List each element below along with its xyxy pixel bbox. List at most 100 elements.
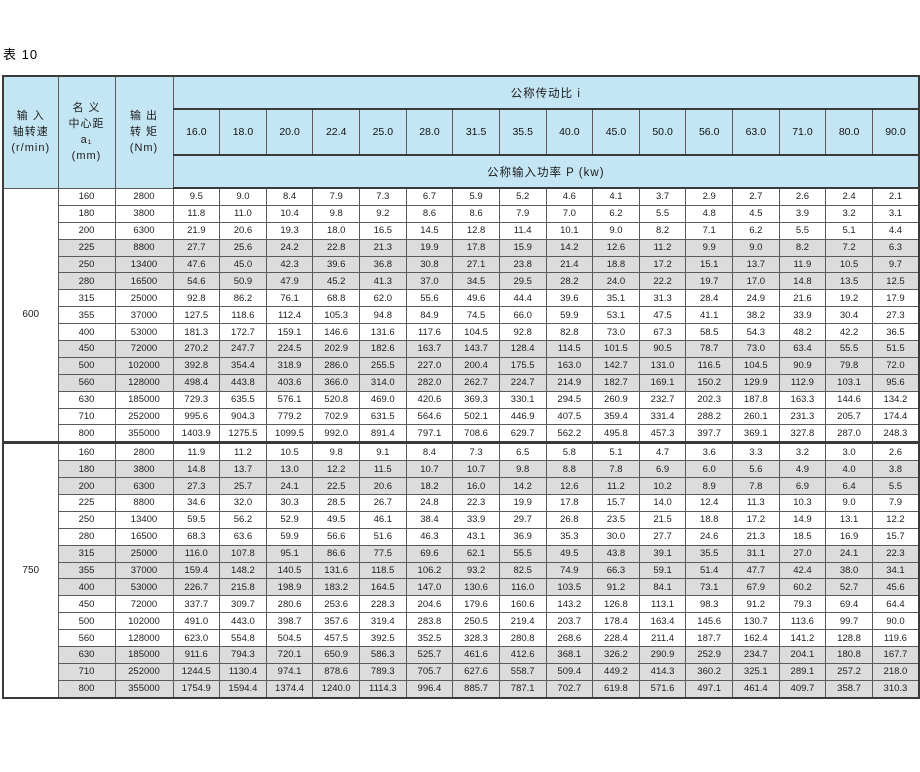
power-value-cell: 84.9 [405, 306, 454, 325]
power-value-cell: 22.2 [638, 272, 687, 291]
power-value-cell: 33.9 [778, 306, 827, 325]
power-value-cell: 11.2 [638, 238, 687, 257]
power-value-cell: 369.3 [452, 390, 500, 409]
power-value-cell: 63.6 [219, 527, 267, 546]
table-row: 315 25000 116.0 107.8 95.1 86.6 77.5 69.6 62.1 55… [3, 544, 920, 563]
power-value-cell: 7.8 [592, 460, 640, 479]
power-value-cell: 92.8 [172, 289, 221, 308]
power-value-cell: 68.8 [312, 289, 360, 308]
power-value-cell: 58.5 [685, 323, 733, 342]
power-value-cell: 54.6 [172, 272, 221, 291]
power-value-cell: 409.7 [778, 679, 827, 699]
power-value-cell: 974.1 [265, 662, 314, 681]
power-value-cell: 7.3 [359, 187, 407, 206]
power-value-cell: 24.8 [405, 494, 454, 512]
power-value-cell: 231.3 [778, 407, 827, 426]
power-value-cell: 36.5 [871, 323, 920, 342]
power-value-cell: 145.6 [685, 612, 733, 631]
power-value-cell: 37.0 [405, 272, 454, 291]
power-value-cell: 178.4 [592, 612, 640, 631]
power-value-cell: 163.3 [778, 390, 827, 409]
power-value-cell: 134.2 [871, 390, 920, 409]
output-torque-cell: 252000 [114, 662, 174, 681]
power-value-cell: 47.5 [638, 306, 687, 325]
power-value-cell: 1374.4 [265, 679, 314, 699]
power-value-cell: 227.0 [405, 356, 454, 375]
output-torque-cell: 355000 [114, 679, 174, 699]
output-torque-cell: 185000 [114, 390, 174, 409]
power-value-cell: 11.2 [592, 477, 640, 496]
power-value-cell: 147.0 [405, 578, 454, 597]
power-value-cell: 38.2 [732, 306, 780, 325]
power-value-cell: 360.2 [685, 662, 733, 681]
center-distance-cell: 180 [57, 204, 116, 223]
output-torque-cell: 25000 [114, 289, 174, 308]
power-value-cell: 200.4 [452, 356, 500, 375]
power-value-cell: 34.5 [452, 272, 500, 291]
power-value-cell: 90.5 [638, 340, 687, 358]
power-value-cell: 1240.0 [312, 679, 360, 699]
power-value-cell: 19.9 [405, 238, 454, 257]
output-torque-header: 输 出转 矩 (Nm) [114, 75, 174, 189]
power-value-cell: 74.5 [452, 306, 500, 325]
power-value-cell: 290.9 [638, 646, 687, 664]
power-value-cell: 18.0 [312, 221, 360, 240]
power-value-cell: 525.7 [405, 646, 454, 664]
power-value-cell: 131.6 [312, 561, 360, 580]
power-value-cell: 103.1 [825, 373, 873, 392]
power-value-cell: 50.9 [219, 272, 267, 291]
power-value-cell: 5.5 [778, 221, 827, 240]
ratio-header-cell: 25.0 [359, 108, 407, 156]
power-value-cell: 708.6 [452, 424, 500, 444]
ratio-header-cell: 22.4 [312, 108, 360, 156]
power-value-cell: 3.3 [732, 441, 780, 462]
power-value-cell: 44.4 [498, 289, 547, 308]
power-value-cell: 9.7 [871, 255, 920, 274]
center-distance-cell: 710 [57, 407, 116, 426]
power-value-cell: 443.8 [219, 373, 267, 392]
power-value-cell: 270.2 [172, 340, 221, 358]
power-value-cell: 9.8 [498, 460, 547, 479]
power-value-cell: 252.9 [685, 646, 733, 664]
power-value-cell: 25.6 [219, 238, 267, 257]
power-value-cell: 354.4 [219, 356, 267, 375]
power-value-cell: 24.0 [592, 272, 640, 291]
power-value-cell: 8.2 [778, 238, 827, 257]
center-distance-cell: 800 [57, 424, 116, 444]
power-value-cell: 52.7 [825, 578, 873, 597]
power-value-cell: 10.5 [825, 255, 873, 274]
center-distance-cell: 450 [57, 595, 116, 614]
power-value-cell: 331.4 [638, 407, 687, 426]
power-value-cell: 167.7 [871, 646, 920, 664]
power-value-cell: 55.6 [405, 289, 454, 308]
power-value-cell: 67.3 [638, 323, 687, 342]
power-value-cell: 183.2 [312, 578, 360, 597]
power-value-cell: 26.7 [359, 494, 407, 512]
power-value-cell: 91.2 [732, 595, 780, 614]
output-torque-cell: 128000 [114, 373, 174, 392]
power-value-cell: 35.1 [592, 289, 640, 308]
power-value-cell: 29.7 [498, 510, 547, 529]
power-value-cell: 73.0 [592, 323, 640, 342]
power-value-cell: 629.7 [498, 424, 547, 444]
power-value-cell: 7.0 [545, 204, 594, 223]
power-value-cell: 794.3 [219, 646, 267, 664]
power-value-cell: 198.9 [265, 578, 314, 597]
ratio-band-title: 公称传动比 i [172, 75, 920, 110]
power-value-cell: 46.3 [405, 527, 454, 546]
power-value-cell: 4.7 [638, 441, 687, 462]
power-value-cell: 67.9 [732, 578, 780, 597]
power-value-cell: 47.6 [172, 255, 221, 274]
power-value-cell: 30.8 [405, 255, 454, 274]
power-value-cell: 45.0 [219, 255, 267, 274]
power-value-cell: 586.3 [359, 646, 407, 664]
power-value-cell: 18.5 [778, 527, 827, 546]
power-value-cell: 99.7 [825, 612, 873, 631]
power-value-cell: 498.4 [172, 373, 221, 392]
power-value-cell: 6.5 [498, 441, 547, 462]
table-row: 630 185000 729.3 635.5 576.1 520.8 469.0 420.6 3… [3, 390, 920, 409]
power-value-cell: 48.2 [778, 323, 827, 342]
power-value-cell: 6.0 [685, 460, 733, 479]
power-value-cell: 6.2 [592, 204, 640, 223]
power-value-cell: 141.2 [778, 629, 827, 648]
